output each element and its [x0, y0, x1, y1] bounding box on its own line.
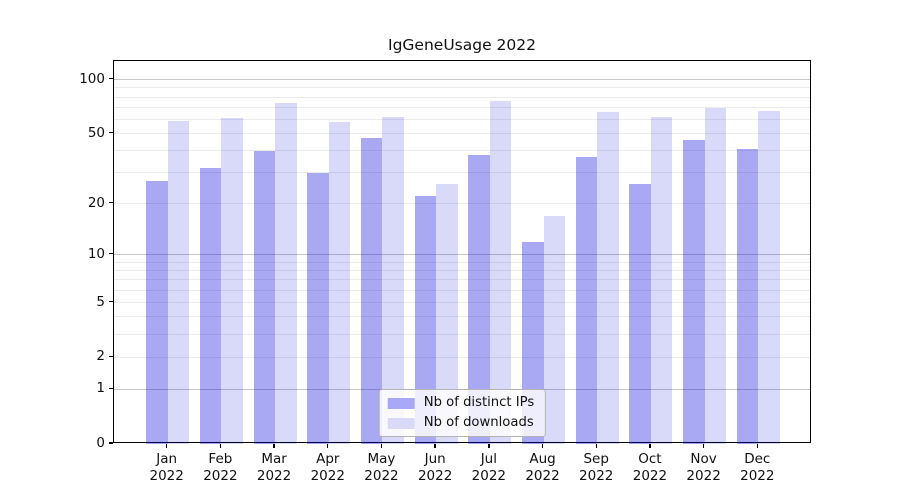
legend-item-downloads: Nb of downloads — [387, 415, 535, 430]
legend: Nb of distinct IPs Nb of downloads — [378, 389, 546, 437]
y-tick-2 — [108, 355, 113, 357]
y-tick-label-20: 20 — [87, 194, 105, 211]
x-tick-label-apr: Apr 2022 — [310, 451, 345, 484]
x-tick-label-nov: Nov 2022 — [686, 451, 721, 484]
gridline-y-10 — [114, 254, 810, 256]
legend-item-distinct-ips: Nb of distinct IPs — [387, 395, 535, 410]
y-tick-20 — [108, 201, 113, 204]
gridline-y-70 — [114, 107, 810, 109]
gridline-y-100 — [114, 79, 810, 81]
y-tick-label-2: 2 — [96, 348, 105, 365]
bar-downloads-oct — [650, 116, 673, 444]
bar-downloads-nov — [704, 107, 727, 444]
x-tick-label-mar: Mar 2022 — [256, 451, 292, 484]
x-tick-jun — [434, 443, 436, 448]
bar-ips-nov — [683, 140, 705, 444]
bar-ips-jan — [146, 180, 168, 444]
bar-ips-jun — [414, 196, 437, 444]
x-tick-oct — [649, 443, 651, 448]
x-tick-label-aug: Aug 2022 — [525, 451, 560, 484]
y-tick-1 — [108, 387, 113, 389]
y-tick-50 — [108, 131, 113, 134]
x-tick-label-jan: Jan 2022 — [149, 451, 184, 484]
gridline-y-40 — [114, 150, 810, 152]
x-tick-mar — [273, 443, 275, 448]
legend-label-distinct-ips: Nb of distinct IPs — [423, 395, 535, 410]
bar-ips-mar — [253, 150, 276, 444]
bar-downloads-sep — [597, 112, 619, 444]
bar-ips-apr — [307, 172, 329, 444]
gridline-y-9 — [114, 261, 810, 263]
bar-ips-may — [360, 138, 383, 444]
bar-ips-oct — [629, 183, 651, 444]
y-tick-label-0: 0 — [96, 435, 105, 451]
gridline-y-80 — [114, 96, 810, 98]
y-tick-label-1: 1 — [96, 380, 105, 397]
gridline-y-4 — [114, 316, 810, 318]
x-tick-label-sep: Sep 2022 — [579, 451, 614, 484]
bar-downloads-jun — [436, 183, 458, 444]
x-tick-nov — [702, 443, 705, 448]
x-tick-jul — [488, 443, 490, 448]
bar-ips-feb — [199, 167, 222, 444]
y-tick-5 — [108, 300, 113, 303]
gridline-y-3 — [114, 334, 810, 336]
gridline-y-30 — [114, 172, 810, 174]
plot-area: Nb of distinct IPs Nb of downloads — [113, 60, 811, 444]
bar-downloads-mar — [275, 103, 297, 444]
bar-downloads-may — [382, 116, 404, 444]
legend-swatch-downloads — [387, 417, 415, 429]
legend-swatch-distinct-ips — [387, 397, 415, 409]
x-tick-apr — [327, 443, 329, 448]
chart-title: IgGeneUsage 2022 — [388, 36, 536, 54]
gridline-y-6 — [114, 289, 810, 291]
gridline-y-90 — [114, 87, 810, 89]
x-tick-sep — [595, 443, 597, 448]
bar-downloads-aug — [543, 215, 566, 444]
bar-ips-dec — [736, 148, 759, 444]
x-tick-may — [380, 443, 383, 448]
gridline-y-20 — [114, 203, 810, 205]
bar-downloads-apr — [328, 122, 351, 444]
x-tick-feb — [219, 443, 222, 448]
gridline-y-5 — [114, 302, 810, 304]
gridline-y-2 — [114, 356, 810, 358]
bar-ips-sep — [575, 156, 598, 444]
gridline-y-60 — [114, 119, 810, 120]
bar-downloads-jan — [167, 120, 190, 444]
bar-downloads-dec — [758, 110, 780, 444]
x-tick-label-jul: Jul 2022 — [471, 451, 507, 484]
bar-downloads-jul — [489, 101, 512, 444]
y-tick-label-100: 100 — [79, 70, 105, 87]
y-tick-label-50: 50 — [87, 124, 105, 141]
x-tick-label-jun: Jun 2022 — [417, 451, 453, 484]
x-tick-jan — [165, 443, 168, 448]
legend-label-downloads: Nb of downloads — [423, 415, 534, 430]
bar-ips-jul — [468, 154, 490, 444]
gridline-y-7 — [114, 279, 810, 281]
bar-downloads-feb — [221, 118, 243, 444]
y-tick-label-5: 5 — [96, 293, 105, 310]
gridline-y-50 — [114, 133, 810, 135]
x-tick-label-dec: Dec 2022 — [740, 451, 775, 484]
x-tick-label-feb: Feb 2022 — [203, 451, 238, 484]
x-tick-dec — [756, 443, 758, 448]
y-tick-100 — [108, 78, 113, 80]
y-tick-label-10: 10 — [87, 245, 105, 262]
gridline-y-8 — [114, 270, 810, 272]
x-tick-aug — [541, 443, 544, 448]
y-tick-0 — [108, 442, 113, 444]
x-tick-label-oct: Oct 2022 — [632, 451, 668, 484]
y-tick-10 — [108, 253, 113, 255]
x-tick-label-may: May 2022 — [364, 451, 399, 484]
